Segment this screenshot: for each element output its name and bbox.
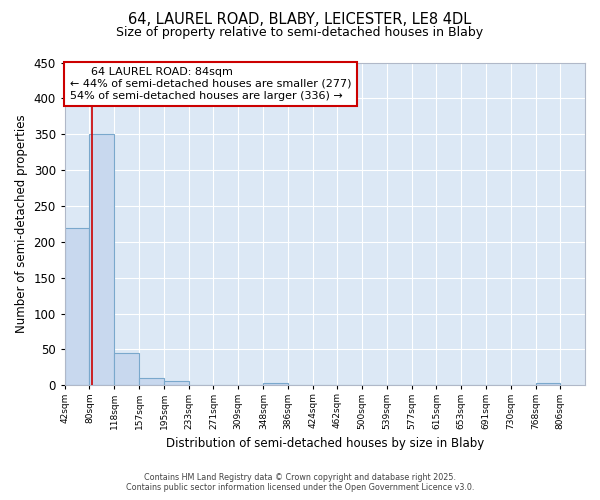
Text: 64, LAUREL ROAD, BLABY, LEICESTER, LE8 4DL: 64, LAUREL ROAD, BLABY, LEICESTER, LE8 4… <box>128 12 472 28</box>
Text: 64 LAUREL ROAD: 84sqm
← 44% of semi-detached houses are smaller (277)
54% of sem: 64 LAUREL ROAD: 84sqm ← 44% of semi-deta… <box>70 68 352 100</box>
Bar <box>65 228 89 386</box>
Text: Size of property relative to semi-detached houses in Blaby: Size of property relative to semi-detach… <box>116 26 484 39</box>
Bar <box>263 383 288 386</box>
X-axis label: Distribution of semi-detached houses by size in Blaby: Distribution of semi-detached houses by … <box>166 437 484 450</box>
Bar <box>164 381 189 386</box>
Bar <box>114 353 139 386</box>
Y-axis label: Number of semi-detached properties: Number of semi-detached properties <box>15 114 28 333</box>
Bar <box>536 383 560 386</box>
Bar <box>89 134 114 386</box>
Bar <box>139 378 164 386</box>
Text: Contains HM Land Registry data © Crown copyright and database right 2025.
Contai: Contains HM Land Registry data © Crown c… <box>126 473 474 492</box>
